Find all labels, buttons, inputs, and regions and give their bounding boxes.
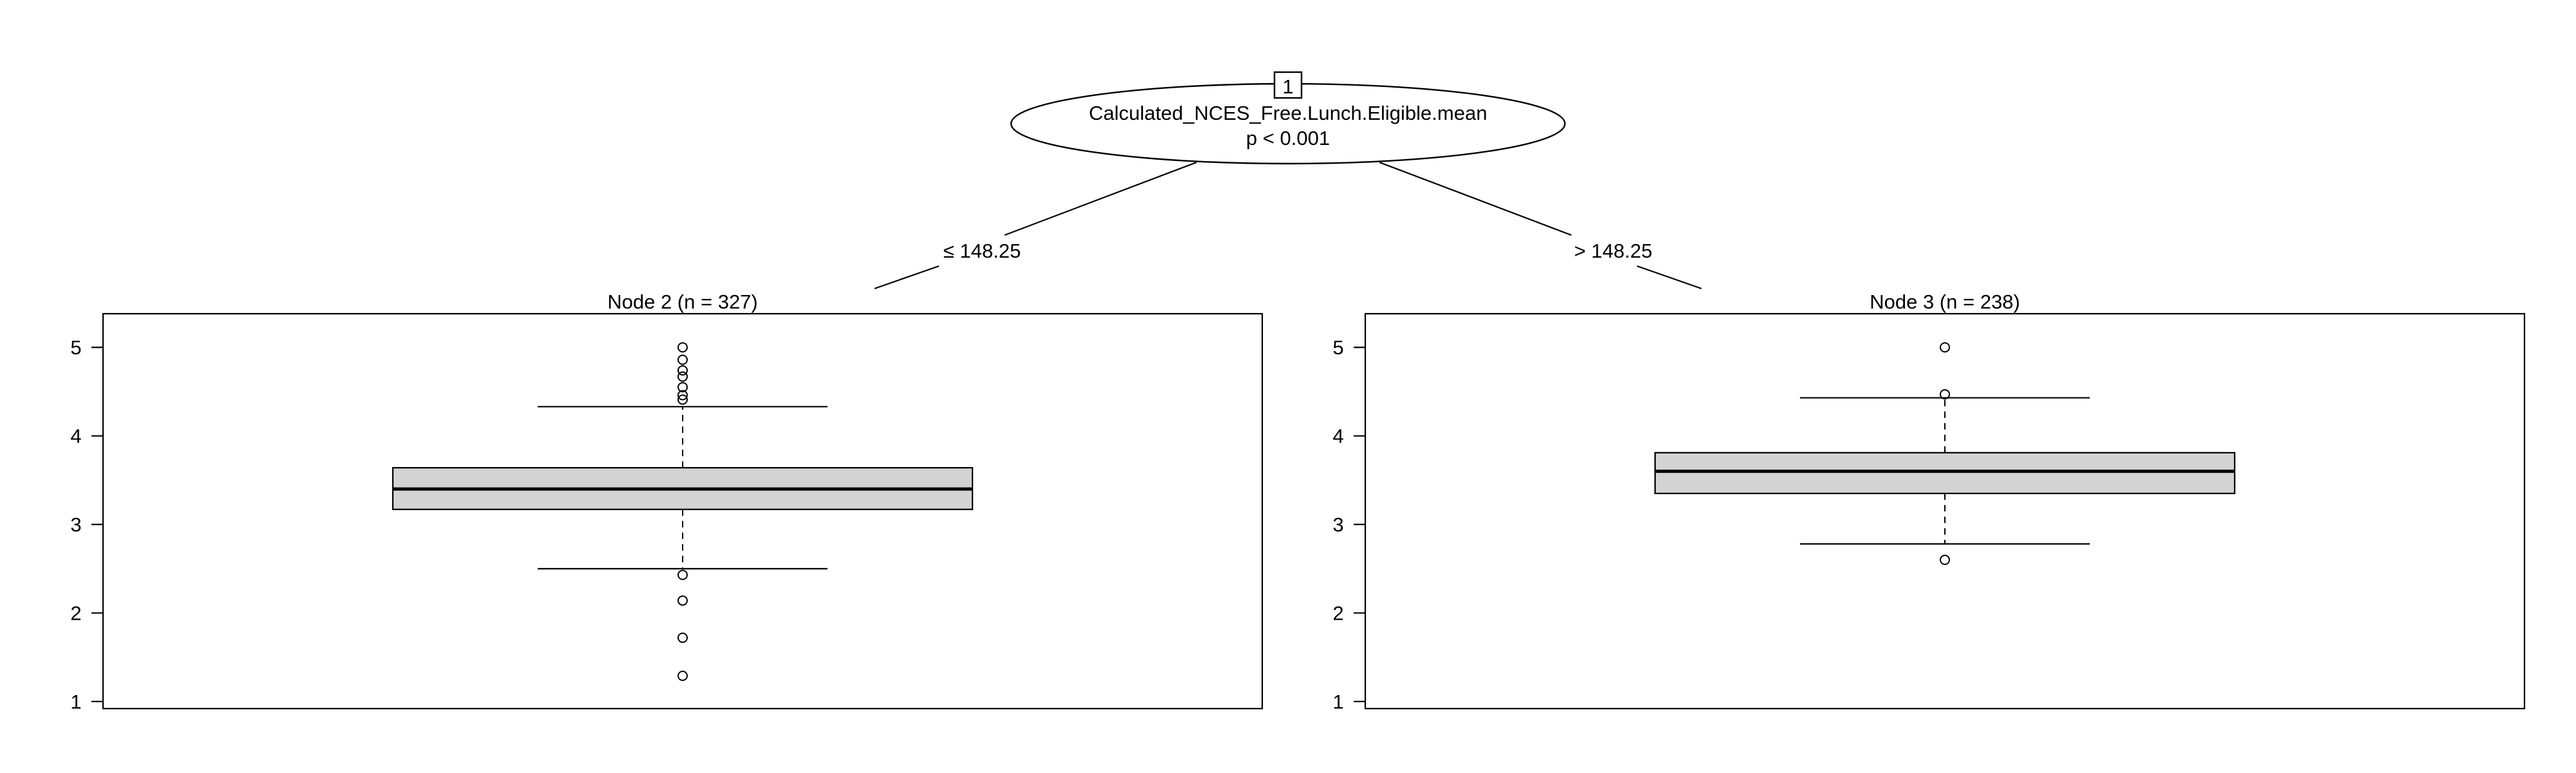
node-3-plot-frame xyxy=(1364,312,2526,710)
node-3-outlier-point xyxy=(1940,389,1950,400)
node-2-outlier-point xyxy=(677,342,688,353)
edge-right-upper xyxy=(1379,161,1572,236)
node-2-outlier-point xyxy=(677,371,688,382)
edge-left-lower xyxy=(874,265,940,290)
edge-label-right: > 148.25 xyxy=(1574,240,1653,262)
node-2-plot-frame xyxy=(102,312,1264,710)
node-3-y-tick-label-5: 5 xyxy=(1332,336,1343,359)
node-3-outlier-point xyxy=(1940,555,1950,566)
root-p-value: p < 0.001 xyxy=(1246,127,1330,149)
node-3-title: Node 3 (n = 238) xyxy=(1870,291,2020,313)
node-2-y-tick-label-5: 5 xyxy=(70,336,81,359)
edge-label-left: ≤ 148.25 xyxy=(943,240,1021,262)
node-2-outlier-point xyxy=(677,390,688,401)
node-2-y-tick-label-4: 4 xyxy=(70,425,81,448)
node-2-outlier-point xyxy=(677,569,688,580)
node-3-iqr-box xyxy=(1654,452,2236,495)
root-node-id-box xyxy=(1273,71,1303,99)
node-2-outlier-point xyxy=(677,633,688,644)
node-2-y-tick-label-1: 1 xyxy=(70,691,81,713)
node-2-outlier-point xyxy=(677,671,688,682)
node-2-outlier-point xyxy=(677,394,688,405)
node-3-y-tick-label-4: 4 xyxy=(1332,425,1343,448)
node-2-y-tick-label-3: 3 xyxy=(70,513,81,536)
node-2-outlier-point xyxy=(677,595,688,606)
edge-right-lower xyxy=(1636,265,1702,290)
root-node: 1 Calculated_NCES_Free.Lunch.Eligible.me… xyxy=(1010,71,1566,165)
node-2-outlier-point xyxy=(677,382,688,393)
node-3-y-tick-label-1: 1 xyxy=(1332,691,1343,713)
node-2-panel: Node 2 (n = 327) 1 2 3 4 5 xyxy=(70,291,1264,713)
node-2-outlier-point xyxy=(677,365,688,376)
edge-left-upper xyxy=(1004,161,1197,236)
root-node-id: 1 xyxy=(1282,75,1293,98)
node-2-title: Node 2 (n = 327) xyxy=(607,291,758,313)
root-split-variable: Calculated_NCES_Free.Lunch.Eligible.mean xyxy=(1089,102,1488,124)
node-2-y-tick-label-2: 2 xyxy=(70,602,81,625)
node-2-outlier-point xyxy=(677,354,688,365)
node-3-outlier-point xyxy=(1940,342,1950,353)
node-3-panel: Node 3 (n = 238) 1 2 3 4 5 xyxy=(1332,291,2526,713)
node-3-y-tick-label-3: 3 xyxy=(1332,513,1343,536)
node-3-y-tick-label-2: 2 xyxy=(1332,602,1343,625)
